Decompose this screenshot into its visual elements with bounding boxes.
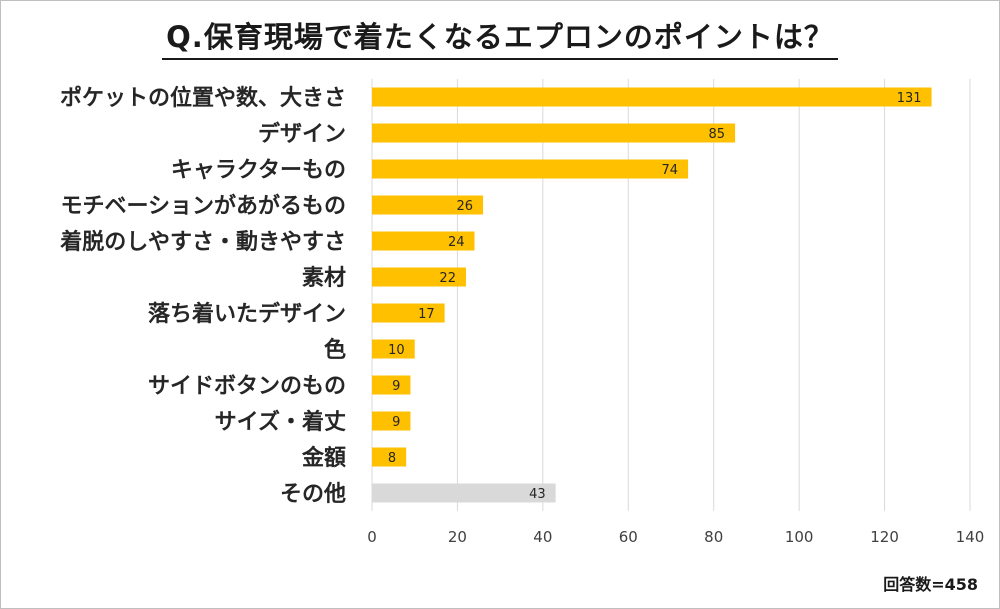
data-label: 22	[439, 271, 456, 286]
category-label: ポケットの位置や数、大きさ	[60, 85, 346, 111]
x-tick-label: 80	[704, 528, 723, 546]
x-tick-label: 100	[785, 528, 814, 546]
data-label: 10	[388, 343, 405, 358]
data-label: 9	[392, 415, 400, 430]
x-tick-label: 60	[619, 528, 638, 546]
data-label: 17	[418, 307, 435, 322]
data-label: 9	[392, 379, 400, 394]
response-count-note: 回答数=458	[883, 575, 978, 594]
category-label: モチベーションがあがるもの	[60, 193, 346, 219]
category-label: 素材	[302, 265, 346, 291]
x-tick-label: 120	[870, 528, 899, 546]
category-label: サイズ・着丈	[215, 409, 346, 435]
category-label: その他	[280, 482, 346, 507]
chart-title: Q.保育現場で着たくなるエプロンのポイントは？	[162, 14, 838, 60]
category-label: 金額	[301, 445, 346, 471]
x-axis-ticks: 0 20 40 60 80 100 120 140	[367, 528, 984, 546]
bar	[372, 375, 411, 395]
bar	[372, 303, 445, 323]
category-label: 着脱のしやすさ・動きやすさ	[59, 229, 346, 255]
bars: 131 85 74 26 24 22 17 10 9 9 8 43	[372, 87, 932, 503]
bar	[372, 87, 932, 107]
data-label: 26	[457, 199, 474, 214]
bar	[372, 447, 407, 467]
x-tick-label: 40	[533, 528, 552, 546]
x-tick-label: 0	[367, 528, 377, 546]
x-tick-label: 140	[956, 528, 985, 546]
category-label: サイドボタンのもの	[148, 374, 346, 399]
category-label: デザイン	[258, 121, 346, 147]
data-label: 24	[448, 235, 465, 250]
category-labels: ポケットの位置や数、大きさデザインキャラクターものモチベーションがあがるもの着脱…	[59, 85, 346, 507]
data-label: 131	[897, 91, 922, 106]
bar	[372, 267, 466, 287]
category-label: 落ち着いたデザイン	[148, 301, 346, 327]
category-label: キャラクターもの	[171, 158, 346, 183]
bar	[372, 339, 415, 359]
bar	[372, 483, 556, 503]
data-label: 8	[388, 451, 396, 466]
data-label: 43	[529, 487, 546, 502]
data-label: 85	[709, 127, 726, 142]
x-tick-label: 20	[448, 528, 467, 546]
bar	[372, 231, 475, 251]
bar	[372, 159, 689, 179]
bar	[372, 411, 411, 431]
title-container: Q.保育現場で着たくなるエプロンのポイントは？	[0, 14, 1000, 60]
data-label: 74	[662, 163, 679, 178]
bar	[372, 195, 484, 215]
category-label: 色	[324, 337, 346, 363]
bar	[372, 123, 736, 143]
gridlines	[371, 79, 971, 511]
